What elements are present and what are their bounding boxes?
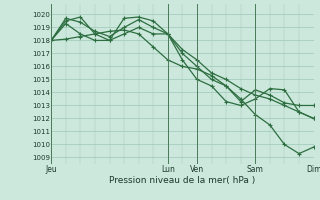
X-axis label: Pression niveau de la mer( hPa ): Pression niveau de la mer( hPa ) [109, 176, 256, 185]
